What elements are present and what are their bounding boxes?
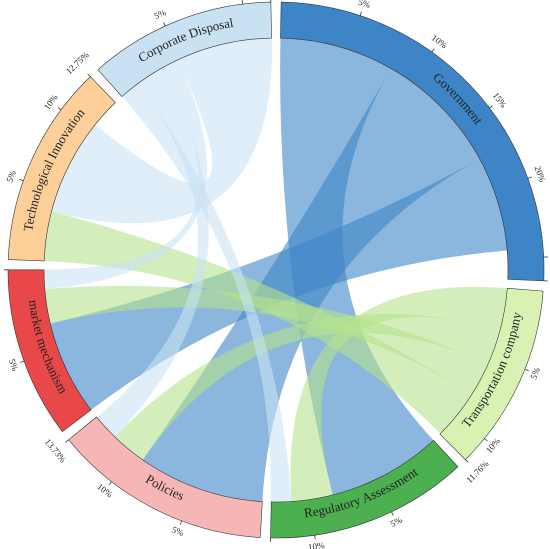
tick-label: 5% [170,524,185,538]
tick-mark [489,105,493,109]
tick-mark [465,459,469,463]
chord-segments [7,1,545,539]
ribbon-transportation-company-to-policies [114,313,501,460]
tick-mark [179,520,183,525]
ribbon-transportation-company-to-technological-innovation [44,211,472,434]
tick-mark [108,481,112,486]
chord-ribbons [44,38,508,502]
tick-mark [314,535,316,540]
tick-mark [163,22,166,27]
segment-arc-government [280,1,545,282]
tick-mark [65,439,69,443]
tick-label: 5% [357,0,372,10]
segment-total-label: 13.73% [43,437,69,465]
tick-label: 10% [42,92,60,112]
tick-mark [87,73,91,77]
tick-label: 5% [389,515,405,529]
tick-label: 5% [4,169,18,184]
segment-arc-transportation-company [439,287,544,461]
tick-label: 10% [307,540,325,549]
tick-label: 5% [7,358,21,373]
segment-arc-market-mechanism [7,269,92,433]
tick-mark [20,360,25,363]
tick-mark [484,438,488,442]
tick-label: 5% [152,7,168,21]
segment-arc-regulatory-assessment [270,439,459,539]
tick-label: 15% [491,91,509,111]
tick-label: 10% [95,481,115,499]
tick-label: 10% [484,436,502,456]
ribbon-corporate-disposal-to-policies [96,68,209,437]
tick-mark [57,107,62,111]
tick-mark [431,48,435,53]
tick-mark [524,368,529,372]
tick-label: 10% [430,33,450,51]
tick-label: 20% [533,165,548,184]
tick-mark [19,178,24,182]
tick-label: 5% [528,365,542,380]
segment-arc-technological-innovation [7,76,116,262]
segment-total-label: 12.75% [64,49,91,76]
segment-arc-corporate-disposal [97,1,272,98]
ribbon-corporate-disposal-to-technological-innovation [51,38,273,224]
tick-mark [527,176,532,179]
tick-mark [359,11,362,16]
tick-mark [391,511,394,516]
segment-arc-policies [68,416,263,538]
ribbon-corporate-disposal-to-regulatory-assessment [121,83,292,502]
